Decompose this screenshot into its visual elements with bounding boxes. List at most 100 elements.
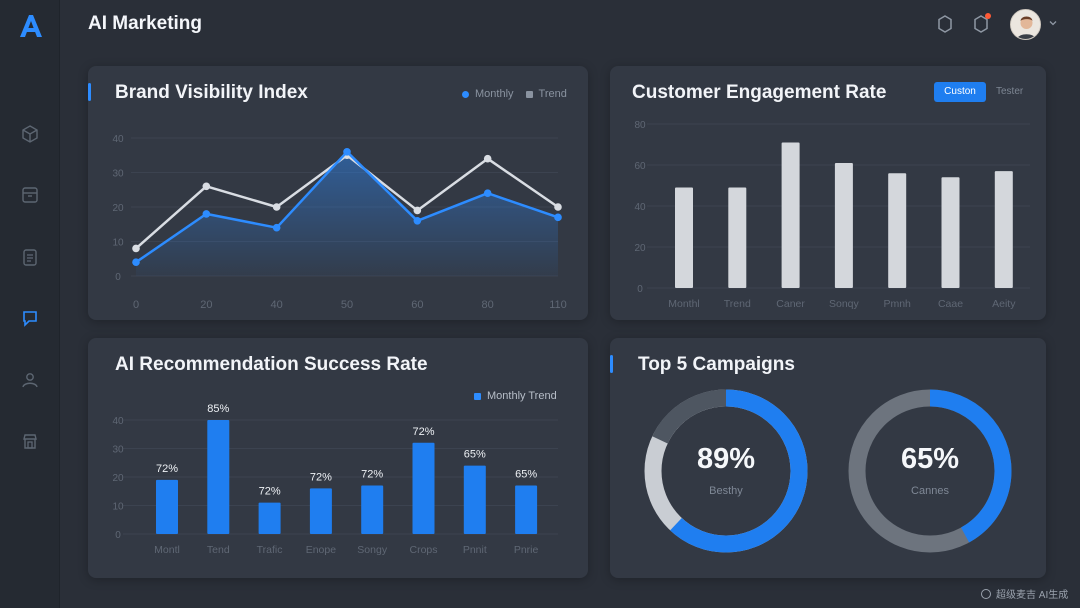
brand-visibility-chart: 0 10 20 30 40 0 20 40 50 60 80 110 xyxy=(112,134,567,311)
avatar-face-icon xyxy=(1011,10,1040,39)
data-label: 72% xyxy=(310,471,332,483)
data-label: 85% xyxy=(207,403,229,415)
data-label: 72% xyxy=(412,426,434,438)
hexagon-icon[interactable] xyxy=(936,14,954,34)
y-tick-label: 60 xyxy=(634,161,646,172)
y-tick-label: 40 xyxy=(634,202,646,213)
bar xyxy=(361,485,384,534)
legend-swatch-monthly xyxy=(462,90,469,98)
x-tick-label: 20 xyxy=(200,299,212,311)
x-tick-label: Monthl xyxy=(668,298,700,310)
y-tick-label: 40 xyxy=(112,416,124,427)
x-tick-label: Caner xyxy=(776,298,805,310)
brand-visibility-card: Brand Visibility Index Monthly Trend 0 10… xyxy=(88,66,588,320)
tab-tester[interactable]: Tester xyxy=(996,86,1024,97)
y-tick-label: 0 xyxy=(115,272,121,283)
legend-label: Monthly Trend xyxy=(487,390,557,402)
bar xyxy=(675,187,693,288)
x-tick-label: 0 xyxy=(133,299,139,311)
ring-segment xyxy=(644,389,808,553)
data-point xyxy=(554,213,562,222)
x-tick-label: Sonqy xyxy=(829,298,860,310)
legend-trend: Trend xyxy=(538,88,567,100)
bar xyxy=(941,177,960,288)
x-tick-label: Songy xyxy=(357,544,388,556)
cube-icon[interactable] xyxy=(20,124,40,144)
x-tick-label: Pmnh xyxy=(883,298,911,310)
x-tick-label: 40 xyxy=(271,299,283,311)
y-tick-label: 20 xyxy=(112,203,124,214)
ring-progress xyxy=(644,389,808,553)
bar xyxy=(156,479,178,534)
x-tick-label: Crops xyxy=(409,544,437,556)
x-tick-label: 110 xyxy=(549,299,567,311)
legend-monthly: Monthly xyxy=(475,88,514,100)
notification-icon[interactable] xyxy=(972,14,990,34)
x-tick-label: Tend xyxy=(207,544,230,556)
y-tick-label: 40 xyxy=(112,134,124,145)
x-tick-label: Enope xyxy=(306,544,337,556)
store-icon[interactable] xyxy=(20,431,40,451)
bar xyxy=(515,485,538,534)
bar xyxy=(834,162,853,288)
clipboard-icon[interactable] xyxy=(20,247,40,267)
data-point xyxy=(413,206,422,215)
data-point xyxy=(272,203,281,211)
legend-swatch-trend xyxy=(525,90,533,98)
ring-label-2: Cannes xyxy=(911,485,949,497)
tab-custon[interactable]: Custon xyxy=(934,82,986,102)
bar-legend: Monthly Trend xyxy=(474,390,557,402)
top-bar: AI Marketing xyxy=(60,0,1080,50)
app-title: AI Marketing xyxy=(88,13,203,34)
x-tick-label: Montl xyxy=(154,544,180,556)
data-point xyxy=(483,154,492,163)
chat-icon[interactable] xyxy=(20,308,40,328)
line-legend: Monthly Trend xyxy=(462,88,567,100)
bar xyxy=(207,420,230,534)
data-label: 72% xyxy=(361,469,383,481)
data-point xyxy=(483,189,492,197)
data-point xyxy=(343,148,351,156)
data-point xyxy=(132,244,140,253)
ring-value-2: 65% xyxy=(900,443,960,475)
x-tick-label: Aeity xyxy=(992,298,1016,310)
x-tick-label: Trend xyxy=(724,298,751,310)
y-tick-label: 30 xyxy=(112,169,124,180)
bar xyxy=(994,171,1013,288)
campaigns-card: Top 5 Campaigns 89% Besthy 65% Cannes xyxy=(610,338,1046,578)
ring-progress xyxy=(848,389,1012,553)
bar xyxy=(309,488,332,534)
avatar[interactable] xyxy=(1010,9,1041,40)
recommendation-chart: 0 10 20 30 40 72% Montl 85% Tend 72% Trafic 72% Enop… xyxy=(112,403,558,556)
y-tick-label: 80 xyxy=(634,120,646,131)
y-tick-label: 20 xyxy=(112,473,124,484)
bar xyxy=(888,173,907,288)
users-icon[interactable] xyxy=(20,370,40,390)
data-point xyxy=(202,182,211,191)
legend-swatch xyxy=(474,392,481,400)
data-label: 72% xyxy=(259,486,281,498)
ring-value-1: 89% xyxy=(696,443,756,475)
card-accent xyxy=(88,83,91,101)
data-point xyxy=(554,203,562,211)
bar xyxy=(728,187,747,288)
logo-icon[interactable] xyxy=(17,12,45,40)
data-point xyxy=(132,258,140,266)
chevron-down-icon[interactable] xyxy=(1048,18,1058,28)
area-monthly xyxy=(136,151,558,276)
card-title: Customer Engagement Rate xyxy=(632,82,887,103)
y-tick-label: 10 xyxy=(112,502,124,513)
engagement-chart: 0 20 40 60 80 Monthl Trend Caner Sonqy Pmnh Caae Ae… xyxy=(634,120,1030,310)
card-accent xyxy=(610,355,613,373)
campaign-rings xyxy=(644,389,1012,553)
card-title: AI Recommendation Success Rate xyxy=(115,354,428,375)
y-tick-label: 0 xyxy=(637,284,643,295)
data-point xyxy=(413,217,422,225)
data-label: 72% xyxy=(156,463,178,475)
archive-icon[interactable] xyxy=(20,185,40,205)
recommendation-card: AI Recommendation Success Rate Monthly T… xyxy=(88,338,588,578)
watermark-icon xyxy=(981,588,991,599)
card-title: Brand Visibility Index xyxy=(115,82,308,103)
data-label: 65% xyxy=(464,449,486,461)
x-tick-label: Caae xyxy=(938,298,963,310)
